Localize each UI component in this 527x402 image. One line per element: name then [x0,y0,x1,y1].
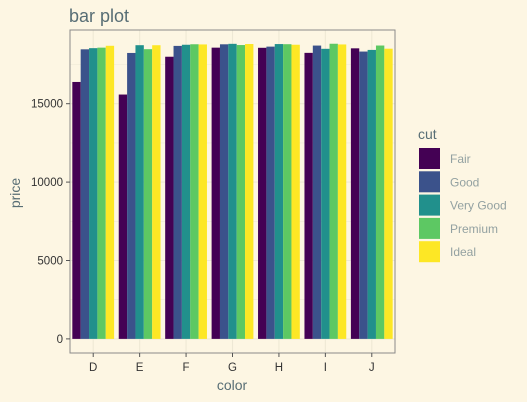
x-tick-label: E [136,362,144,374]
y-tick-label: 0 [57,334,63,346]
y-axis-title: price [7,178,23,209]
bar-F-good [173,45,182,339]
bar-E-premium [143,49,153,339]
x-axis-title: color [217,377,248,393]
bar-G-fair [211,47,220,339]
bar-I-premium [329,43,338,339]
bar-H-ideal [291,44,300,339]
bar-F-very-good [181,44,191,339]
legend-title: cut [418,126,437,142]
bar-I-ideal [337,44,347,339]
bar-E-good [127,52,136,339]
bar-H-premium [283,44,292,339]
x-tick-label: H [275,362,283,374]
bar-G-premium [236,45,246,339]
legend-label: Fair [450,152,471,166]
x-tick-label: J [369,362,375,374]
legend-key-ideal [419,241,440,263]
x-tick-label: I [324,362,327,374]
legend-label: Ideal [450,245,476,259]
bar-J-very-good [367,49,376,339]
legend-key-premium [419,217,440,239]
bar-F-fair [165,56,174,339]
bar-I-good [312,45,322,339]
bar-F-premium [190,44,199,339]
bar-F-ideal [198,44,207,339]
legend-label: Very Good [450,199,507,213]
chart-title: bar plot [69,6,129,26]
legend: cut Fair Good Very Good Premium Ideal [418,126,507,263]
bar-I-very-good [321,48,330,339]
bar-G-good [219,44,229,339]
bar-D-fair [72,81,81,339]
bar-D-ideal [105,45,115,339]
bar-J-fair [350,48,360,339]
legend-key-very-good [419,194,440,216]
legend-key-fair [419,148,440,169]
x-tick-label: F [183,362,190,374]
bar-D-very-good [89,48,98,339]
bar-J-good [359,51,368,339]
bar-E-ideal [152,45,161,339]
bar-J-premium [375,45,385,339]
legend-label: Good [450,175,479,189]
y-tick-label: 15000 [31,99,63,111]
bar-D-premium [97,47,106,339]
bar-H-good [266,46,275,339]
bar-D-good [80,49,90,339]
y-tick-label: 5000 [37,255,63,267]
plot-area: 0 5000 10000 15000 D E F G H I J [31,29,396,374]
y-tick-label: 10000 [31,177,63,189]
bar-G-ideal [245,44,254,339]
bar-E-fair [118,94,128,339]
bar-H-fair [258,47,267,339]
bar-E-very-good [135,45,144,339]
legend-key-good [419,171,440,193]
bar-H-very-good [274,44,284,339]
legend-label: Premium [450,222,498,236]
x-tick-label: D [89,362,97,374]
bar-J-ideal [384,48,393,339]
x-tick-label: G [228,362,237,374]
bar-I-fair [304,52,313,339]
bar-G-very-good [228,43,237,339]
